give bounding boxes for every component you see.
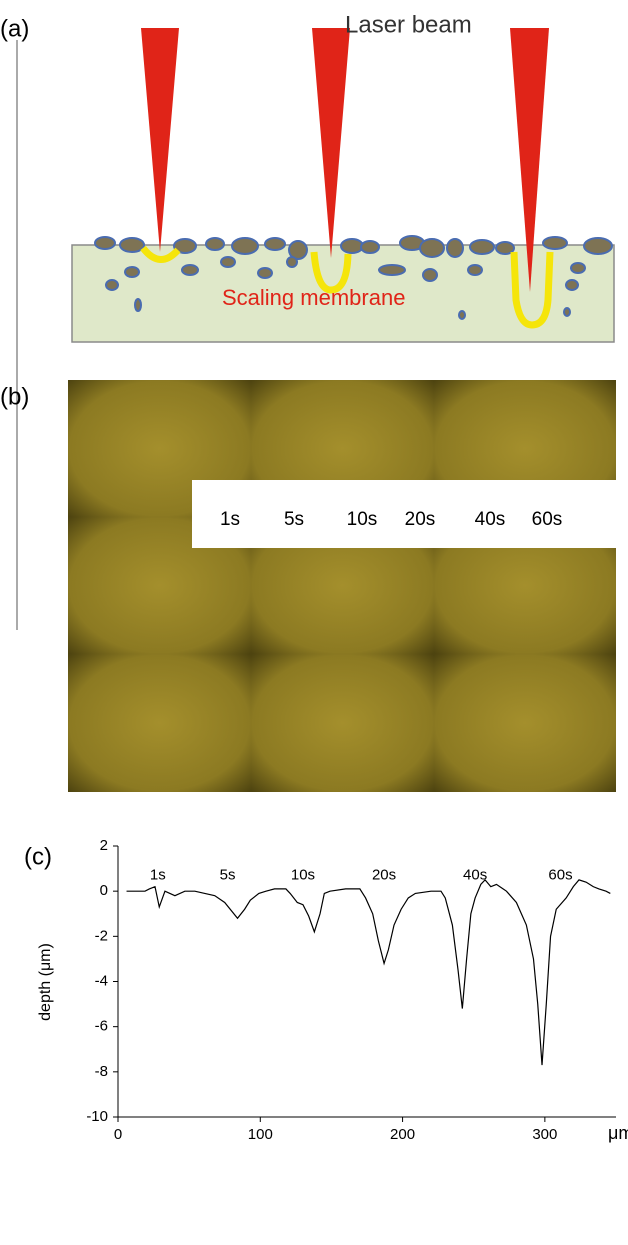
time-label: 40s bbox=[475, 509, 506, 530]
membrane-label: Scaling membrane bbox=[222, 285, 405, 310]
y-tick-label: -10 bbox=[86, 1108, 108, 1125]
y-tick-label: -2 bbox=[95, 927, 108, 944]
time-label: 1s bbox=[220, 509, 240, 530]
annotation: 5s bbox=[220, 866, 236, 883]
profile-line bbox=[127, 880, 611, 1065]
time-label: 60s bbox=[532, 509, 563, 530]
x-tick-label: 100 bbox=[248, 1126, 273, 1143]
y-tick-label: 0 bbox=[100, 882, 108, 899]
x-tick-label: 300 bbox=[532, 1126, 557, 1143]
micrograph bbox=[68, 380, 616, 792]
time-label: 5s bbox=[284, 509, 304, 530]
time-label: 20s bbox=[405, 509, 436, 530]
annotation: 20s bbox=[372, 866, 396, 883]
y-axis-label: depth (μm) bbox=[37, 943, 54, 1021]
y-tick-label: -4 bbox=[95, 972, 108, 989]
y-tick-label: 2 bbox=[100, 837, 108, 854]
y-tick-label: -6 bbox=[95, 1018, 108, 1035]
annotation: 60s bbox=[548, 866, 572, 883]
figure: (a) Laser beam Scaling membrane (b) 1s 5s… bbox=[0, 0, 628, 1240]
panel-label: (c) bbox=[24, 843, 52, 870]
x-tick-label: 200 bbox=[390, 1126, 415, 1143]
x-tick-label: 0 bbox=[114, 1126, 122, 1143]
y-tick-label: -8 bbox=[95, 1063, 108, 1080]
panel-label: (a) bbox=[0, 15, 29, 42]
beam-label: Laser beam bbox=[345, 11, 472, 38]
panel-label: (b) bbox=[0, 383, 29, 410]
annotation: 10s bbox=[291, 866, 315, 883]
time-label: 10s bbox=[347, 509, 378, 530]
x-unit-label: μm bbox=[608, 1123, 628, 1143]
annotation: 1s bbox=[150, 866, 166, 883]
